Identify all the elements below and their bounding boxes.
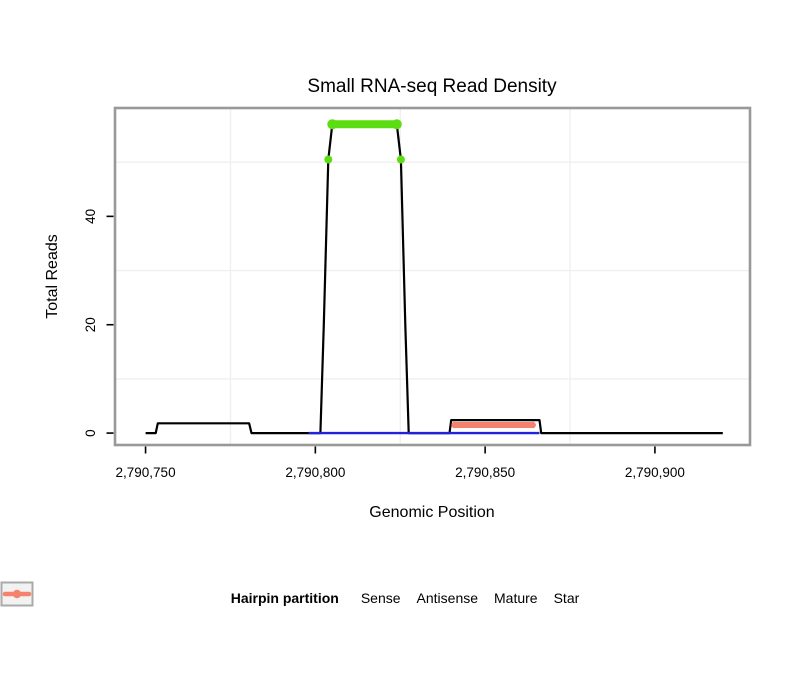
y-tick-label: 0	[83, 429, 98, 437]
legend-label: Star	[553, 590, 580, 606]
series-dot-mature	[391, 119, 402, 130]
legend-key-dot	[12, 589, 22, 599]
series-layer	[145, 119, 723, 435]
chart-title: Small RNA-seq Read Density	[307, 76, 557, 97]
plot-panel-border	[113, 106, 752, 447]
x-tick-label: 2,790,900	[625, 465, 685, 480]
series-dot-star	[529, 421, 536, 429]
x-tick-label: 2,790,750	[116, 465, 176, 480]
axis-tick-labels: 2,790,750 2,790,800 2,790,850 2,790,900 0 20 4…	[83, 209, 685, 480]
chart-svg: Small RNA-seq Read Density 2,790,750 2,79…	[44, 76, 752, 521]
gridlines	[115, 108, 750, 445]
legend-item-antisense: Antisense	[0, 581, 479, 607]
y-tick-label: 40	[83, 209, 98, 224]
axis-ticks	[106, 215, 656, 454]
x-tick-label: 2,790,850	[455, 465, 515, 480]
y-axis-title: Total Reads	[44, 234, 61, 319]
x-axis-title: Genomic Position	[369, 504, 494, 521]
legend-label: Sense	[360, 590, 401, 606]
legend-key-star-icon	[0, 581, 34, 607]
legend-item-sense: Sense	[0, 581, 401, 607]
legend-title: Hairpin partition	[230, 590, 339, 606]
legend-label: Mature	[494, 590, 538, 606]
series-dot-mature	[327, 119, 338, 130]
series-dot-mature	[324, 155, 333, 164]
legend: Hairpin partition Sense Antisense Mature St…	[0, 580, 810, 616]
legend-item-star: Star	[0, 581, 580, 607]
series-line-sense	[145, 123, 723, 435]
series-dot-mature	[396, 155, 405, 164]
y-tick-label: 20	[83, 317, 98, 332]
x-tick-label: 2,790,800	[285, 465, 345, 480]
legend-label: Antisense	[416, 590, 479, 606]
series-dot-star	[451, 421, 458, 429]
legend-item-mature: Mature	[0, 581, 538, 607]
